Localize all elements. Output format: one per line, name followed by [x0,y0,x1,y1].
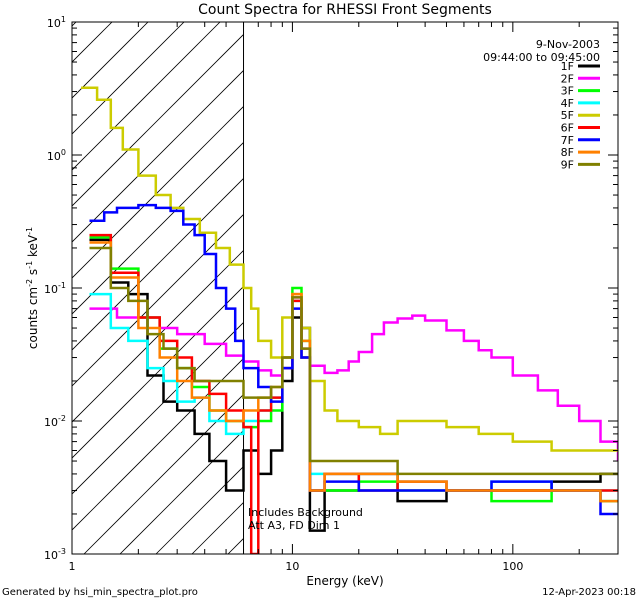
y-tick-label-exp: -3 [58,547,66,556]
y-tick-label-base: 10 [47,150,61,163]
series-line-5F [81,86,618,452]
hatch-line [119,429,244,554]
hatch-line [72,249,244,423]
y-tick-label-base: 10 [44,283,58,296]
hatch-line [72,22,185,135]
hatch-line [72,177,244,351]
legend-label-9F: 9F [561,158,574,171]
legend-label-8F: 8F [561,146,574,159]
y-axis-label-s: s [26,269,40,279]
legend-label-3F: 3F [561,85,574,98]
hatch-line [516,0,640,554]
hatch-line [300,0,640,554]
hatch-line [72,285,244,459]
y-axis-label-exp1: -2 [25,279,34,287]
x-tick-label: 10 [285,560,299,573]
hatch-line [227,537,244,554]
y-tick-label: 10-2 [44,414,66,429]
y-axis-label-kev: keV [26,234,40,261]
hatch-line [0,0,108,554]
time-range-label: 09:44:00 to 09:45:00 [483,51,600,64]
hatch-line [72,321,244,495]
hatch-line [408,0,640,554]
y-tick-label-exp: 1 [61,15,66,24]
hatch-line [72,22,113,63]
y-tick-label: 10-1 [44,281,66,296]
legend-label-2F: 2F [561,72,574,85]
hatched-background-region [0,0,640,554]
hatch-line [624,0,640,554]
hatch-line [336,0,640,554]
x-tick-label: 1 [69,560,76,573]
hatch-line [372,0,640,554]
y-tick-label: 100 [47,148,66,163]
generated-by-text: Generated by hsi_min_spectra_plot.pro [2,587,198,598]
y-axis-label-exp3: -1 [25,227,34,235]
y-tick-label: 101 [47,15,66,30]
y-tick-label-base: 10 [44,549,58,562]
series-line-7F [89,203,618,516]
series-line-2F [89,296,618,461]
series-line-1F [89,238,618,532]
hatch-line [588,0,640,554]
y-axis-label: counts cm-2 s-1 keV-1 [25,227,40,349]
hatch-line [72,22,149,99]
hatch-line [264,0,640,554]
x-axis-label: Energy (keV) [306,574,383,588]
axis-ticks [71,21,619,555]
hatch-line [72,33,244,207]
legend-label-6F: 6F [561,122,574,135]
y-tick-label-exp: -2 [58,414,66,423]
x-tick-label: 100 [502,560,523,573]
legend-label-1F: 1F [561,60,574,73]
y-tick-label-exp: 0 [61,148,66,157]
timestamp-text: 12-Apr-2023 00:18 [542,587,636,598]
legend-label-7F: 7F [561,134,574,147]
y-axis-label-exp2: -1 [25,261,34,269]
hatch-line [72,22,221,171]
y-axis-label-base: counts cm [26,287,40,349]
annotation-attenuator: Att A3, FD Dim 1 [248,519,340,532]
y-tick-label-base: 10 [47,17,61,30]
hatch-line [444,0,640,554]
hatch-line [72,357,244,531]
y-tick-label: 10-3 [44,547,66,562]
hatch-line [72,105,244,279]
series-line-8F [89,241,618,503]
hatch-line [83,393,244,554]
series-line-9F [89,246,618,476]
y-tick-label-base: 10 [44,416,58,429]
annotation-background: Includes Background [248,506,363,519]
x-tick-labels: 1 10 100 [69,560,524,573]
legend-label-5F: 5F [561,109,574,122]
chart-title: Count Spectra for RHESSI Front Segments [198,2,492,18]
hatch-line [72,141,244,315]
legend-label-4F: 4F [561,97,574,110]
y-tick-label-exp: -1 [58,281,66,290]
series-group [81,86,618,554]
hatch-line [72,69,244,243]
date-label: 9-Nov-2003 [536,38,600,51]
